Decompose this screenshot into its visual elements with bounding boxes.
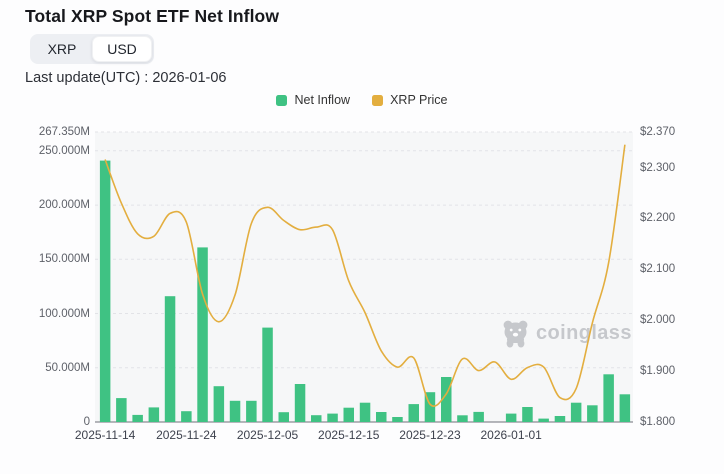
net-inflow-bar[interactable] (164, 296, 176, 422)
net-inflow-bar[interactable] (294, 384, 306, 422)
legend-item-xrp-price[interactable]: XRP Price (372, 93, 448, 107)
last-update-label: Last update(UTC) : 2026-01-06 (25, 70, 227, 86)
xrp-price-line[interactable] (104, 144, 626, 407)
net-inflow-bar[interactable] (181, 411, 192, 422)
net-inflow-bar[interactable] (392, 417, 403, 422)
coinglass-watermark-text: coinglass (536, 321, 632, 344)
y-axis-label-right: $2.000 (640, 314, 676, 327)
net-inflow-bar[interactable] (278, 412, 290, 422)
net-inflow-bar[interactable] (603, 374, 614, 422)
y-axis-label-left: 50.000M (45, 361, 90, 374)
y-axis-label-right: $2.100 (640, 263, 676, 276)
y-axis-label-right: $1.800 (640, 416, 676, 428)
y-axis-label-left: 267.350M (38, 126, 90, 138)
net-inflow-bar[interactable] (473, 411, 484, 422)
net-inflow-bar[interactable] (148, 407, 160, 422)
x-axis-label: 2025-12-23 (399, 428, 461, 442)
y-axis-label-left: 0 (83, 416, 90, 428)
net-inflow-bar[interactable] (554, 416, 566, 422)
net-inflow-bar[interactable] (311, 415, 322, 422)
x-axis-label: 2025-12-05 (236, 428, 299, 442)
net-inflow-bar[interactable] (619, 394, 631, 422)
coinglass-watermark: coinglass (502, 318, 632, 348)
net-inflow-bar[interactable] (343, 407, 355, 422)
net-inflow-bar[interactable] (359, 402, 371, 422)
toggle-option-usd[interactable]: USD (92, 36, 152, 62)
net-inflow-bar[interactable] (197, 247, 208, 422)
x-axis-label: 2025-11-24 (156, 428, 217, 442)
net-inflow-bar[interactable] (376, 412, 387, 422)
y-axis-label-right: $2.300 (640, 161, 676, 174)
y-axis-label-left: 150.000M (38, 253, 90, 266)
net-inflow-bar[interactable] (213, 386, 225, 422)
y-axis-label-left: 200.000M (38, 199, 90, 212)
net-inflow-bar[interactable] (441, 377, 452, 422)
x-axis-label: 2025-11-14 (74, 428, 136, 442)
net-inflow-bar[interactable] (505, 413, 517, 422)
net-inflow-bar[interactable] (522, 407, 533, 422)
net-inflow-bar[interactable] (424, 392, 436, 422)
page-title: Total XRP Spot ETF Net Inflow (25, 6, 280, 26)
legend-label-xrp-price: XRP Price (390, 93, 448, 107)
net-inflow-swatch-icon (276, 94, 288, 106)
legend-label-net-inflow: Net Inflow (294, 93, 351, 107)
y-axis-label-right: $2.200 (640, 212, 676, 225)
net-inflow-bar[interactable] (570, 402, 582, 422)
chart-legend: Net Inflow XRP Price (0, 93, 724, 107)
y-axis-label-left: 250.000M (38, 144, 90, 157)
coinglass-bear-icon (503, 320, 528, 348)
y-axis-label-left: 100.000M (38, 307, 90, 320)
currency-toggle: XRP USD (30, 34, 154, 64)
net-inflow-bar[interactable] (262, 327, 273, 422)
y-axis-label-right: $1.900 (640, 365, 676, 378)
net-inflow-bar[interactable] (132, 414, 143, 422)
toggle-option-xrp[interactable]: XRP (47, 41, 77, 57)
net-inflow-bar[interactable] (229, 400, 241, 422)
plot-background (95, 132, 633, 422)
net-inflow-bar[interactable] (538, 418, 549, 422)
x-axis-label: 2025-12-15 (318, 428, 380, 442)
x-axis-label: 2026-01-01 (480, 428, 542, 442)
net-inflow-bar[interactable] (327, 413, 338, 422)
net-inflow-bar[interactable] (99, 160, 111, 422)
net-inflow-bar[interactable] (408, 404, 420, 422)
net-inflow-bar[interactable] (587, 405, 598, 422)
net-inflow-bar[interactable] (116, 398, 127, 422)
net-inflow-bar[interactable] (457, 415, 468, 422)
y-axis-label-right: $2.370 (640, 126, 676, 138)
xrp-price-swatch-icon (372, 94, 384, 106)
legend-item-net-inflow[interactable]: Net Inflow (276, 93, 350, 107)
net-inflow-bar[interactable] (246, 400, 257, 422)
